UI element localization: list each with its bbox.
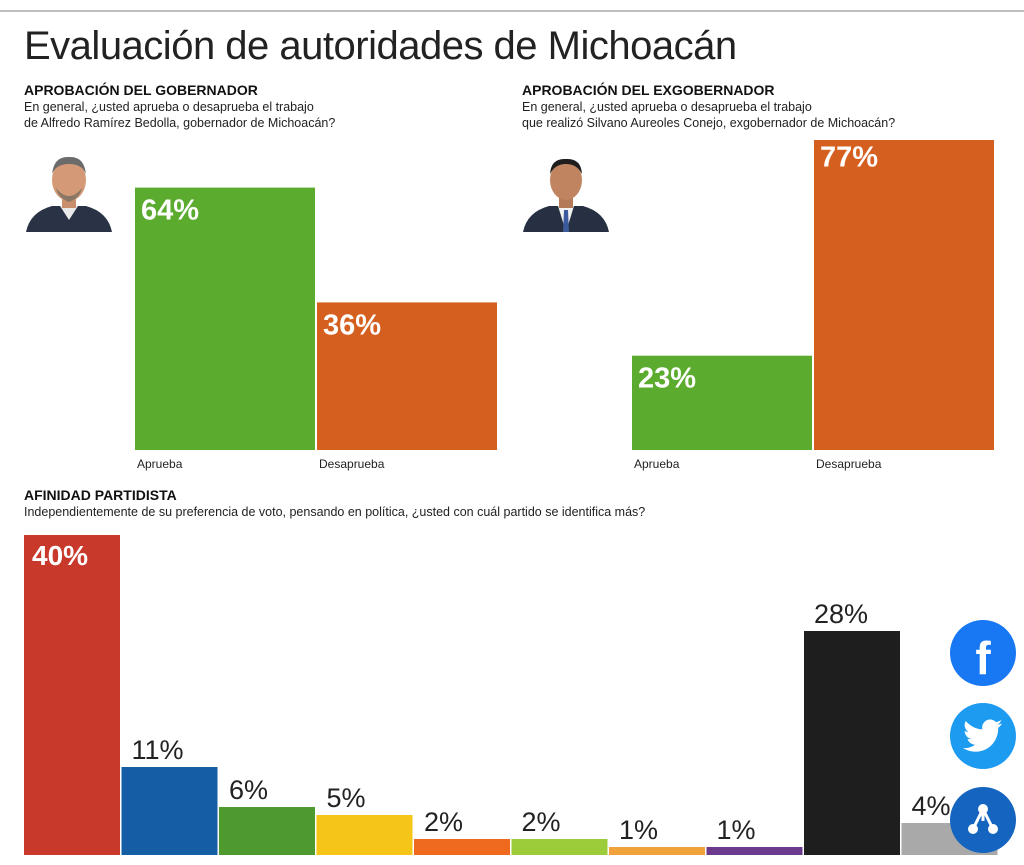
facebook-icon: f	[975, 632, 991, 684]
party-bar-6	[511, 839, 608, 855]
party-bar-value-label: 1%	[619, 815, 658, 845]
governor-photo	[24, 148, 114, 232]
governor-question-line1: En general, ¿usted aprueba o desaprueba …	[24, 100, 314, 114]
top-divider	[0, 10, 1024, 12]
party-bar-8	[706, 847, 803, 855]
affinity-heading: AFINIDAD PARTIDISTA	[24, 487, 177, 503]
party-bar-value-label: 2%	[522, 807, 561, 837]
page-title: Evaluación de autoridades de Michoacán	[24, 24, 737, 68]
ex-governor-heading: APROBACIÓN DEL EXGOBERNADOR	[522, 82, 775, 98]
category-label: Desaprueba	[319, 457, 385, 471]
party-bar-7	[609, 847, 705, 855]
party-bar-2	[121, 767, 218, 855]
party-affinity-chart: 40% 11% 6% 5% 2% 2% 1% 1% 28% 4%	[24, 535, 998, 855]
category-label: Aprueba	[634, 457, 680, 471]
governor-approval-chart: 64% Aprueba 36% Desaprueba	[135, 187, 497, 471]
governor-heading: APROBACIÓN DEL GOBERNADOR	[24, 82, 258, 98]
ex-governor-photo	[521, 150, 611, 232]
party-bar-value-label: 6%	[229, 775, 268, 805]
party-bar-value-label: 5%	[327, 783, 366, 813]
party-bar-4	[316, 815, 413, 855]
share-icon	[968, 804, 998, 834]
party-bar-value-label: 11%	[132, 735, 184, 765]
bar-desaprueba	[814, 140, 994, 451]
facebook-share-button[interactable]: f	[950, 620, 1016, 686]
category-label: Aprueba	[137, 457, 183, 471]
bar-value-label: 23%	[638, 363, 696, 395]
ex-governor-question-line2: que realizó Silvano Aureoles Conejo, exg…	[522, 116, 896, 130]
affinity-question: Independientemente de su preferencia de …	[24, 505, 646, 519]
ex-governor-approval-chart: 23% Aprueba 77% Desaprueba	[632, 140, 994, 471]
bar-value-label: 36%	[323, 309, 381, 341]
ex-governor-question-line1: En general, ¿usted aprueba o desaprueba …	[522, 100, 812, 114]
party-bar-value-label: 40%	[32, 540, 88, 571]
party-bar-value-label: 1%	[717, 815, 756, 845]
share-button[interactable]	[950, 787, 1016, 853]
party-bar-5	[414, 839, 510, 855]
twitter-icon	[963, 719, 1003, 752]
bar-aprueba	[632, 355, 812, 450]
party-bar-value-label: 28%	[814, 599, 868, 629]
party-bar-1	[24, 535, 120, 855]
bar-desaprueba	[317, 302, 497, 450]
party-bar-value-label: 2%	[424, 807, 463, 837]
governor-question-line2: de Alfredo Ramírez Bedolla, gobernador d…	[24, 116, 336, 130]
bar-aprueba	[135, 187, 315, 450]
party-bar-value-label: 4%	[912, 791, 951, 821]
party-bar-3	[219, 807, 315, 855]
twitter-share-button[interactable]	[950, 703, 1016, 769]
bar-value-label: 77%	[820, 141, 878, 173]
party-bar-9	[804, 631, 900, 855]
category-label: Desaprueba	[816, 457, 882, 471]
bar-value-label: 64%	[141, 195, 199, 227]
